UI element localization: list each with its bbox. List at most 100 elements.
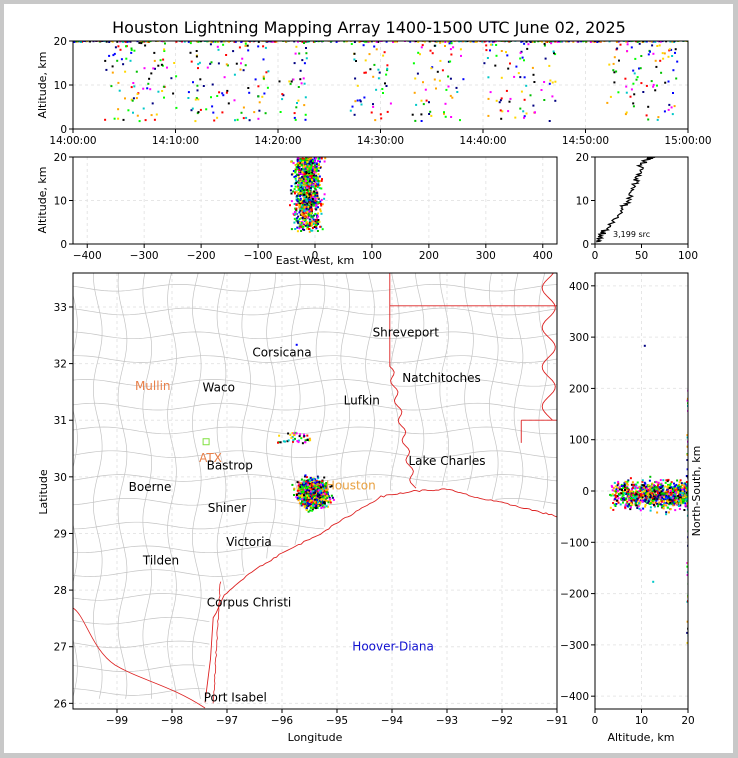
source-point <box>626 50 629 53</box>
source-point <box>310 501 313 504</box>
source-point <box>617 493 620 496</box>
source-point <box>485 44 488 47</box>
source-point <box>257 45 260 48</box>
time-axis-tick-label: 14:30:00 <box>357 135 404 147</box>
source-point <box>667 108 670 111</box>
source-point <box>301 202 304 204</box>
source-point <box>307 482 310 484</box>
source-point <box>657 503 660 506</box>
source-point <box>301 207 304 210</box>
source-point <box>304 201 307 204</box>
source-point <box>297 162 300 165</box>
source-point <box>629 490 632 493</box>
source-point <box>677 505 680 507</box>
source-point <box>519 57 522 60</box>
source-point <box>166 66 168 69</box>
source-point <box>298 205 301 208</box>
source-point <box>532 73 535 76</box>
source-point <box>196 89 199 92</box>
source-point <box>633 495 636 498</box>
source-point <box>120 58 123 61</box>
source-point <box>513 75 516 78</box>
source-point <box>423 41 426 43</box>
source-point <box>315 166 318 168</box>
source-point <box>646 485 649 488</box>
county-line <box>73 355 557 363</box>
source-point <box>678 499 681 502</box>
source-point <box>548 82 551 85</box>
source-point <box>634 502 637 505</box>
source-point <box>302 176 305 179</box>
source-point <box>651 44 654 47</box>
source-point <box>327 501 330 504</box>
source-point <box>303 209 306 211</box>
source-point <box>660 492 663 495</box>
source-point <box>647 118 650 121</box>
source-point <box>651 498 654 501</box>
source-point <box>298 225 301 228</box>
source-point <box>364 71 367 74</box>
source-point <box>460 41 462 43</box>
source-point <box>190 41 192 43</box>
source-point <box>615 488 618 491</box>
source-point <box>487 97 490 100</box>
source-point <box>321 203 324 206</box>
county-line <box>73 664 206 672</box>
source-point <box>312 160 314 163</box>
source-point <box>313 160 316 163</box>
source-point <box>515 65 518 68</box>
source-point <box>310 215 313 218</box>
source-point <box>172 92 175 95</box>
source-point <box>297 166 300 169</box>
source-point <box>315 203 318 206</box>
source-point <box>443 111 445 114</box>
source-point <box>642 91 645 93</box>
source-point <box>625 85 628 88</box>
source-point <box>301 189 304 192</box>
county-line <box>291 273 301 545</box>
source-point <box>494 64 497 67</box>
source-point <box>670 493 672 496</box>
source-point <box>625 491 628 494</box>
source-point <box>386 110 389 113</box>
source-point <box>649 489 652 492</box>
source-point <box>645 114 648 117</box>
source-point <box>661 505 664 507</box>
source-point <box>292 434 295 437</box>
source-point <box>302 77 305 80</box>
source-point <box>654 496 657 499</box>
source-point <box>609 506 612 509</box>
plan-view-ticks: −99 −98 −97 −96 −95 −94 −93 −92 −912627282930313… <box>54 302 568 727</box>
source-point <box>632 69 635 72</box>
source-point <box>596 41 599 43</box>
county-line <box>513 273 524 505</box>
source-point <box>654 505 656 508</box>
source-point <box>343 41 346 43</box>
source-point <box>302 497 305 499</box>
source-point <box>311 179 313 182</box>
source-point <box>377 68 380 71</box>
source-point <box>649 493 652 495</box>
county-line <box>73 379 557 387</box>
source-point <box>666 480 669 483</box>
source-point <box>298 178 301 181</box>
source-point <box>666 501 668 504</box>
source-point <box>124 41 127 43</box>
source-point <box>414 41 417 43</box>
source-point <box>672 495 675 498</box>
source-point <box>212 111 215 114</box>
source-point <box>308 503 311 505</box>
source-point <box>672 69 675 72</box>
source-point <box>300 488 303 491</box>
source-point <box>311 200 314 203</box>
source-point <box>637 490 640 493</box>
source-point <box>297 484 300 487</box>
source-point <box>523 115 526 118</box>
source-point <box>313 491 316 494</box>
source-point <box>309 506 312 509</box>
source-point <box>329 485 332 488</box>
source-point <box>290 160 293 163</box>
source-point <box>321 178 323 181</box>
source-point <box>292 190 295 193</box>
